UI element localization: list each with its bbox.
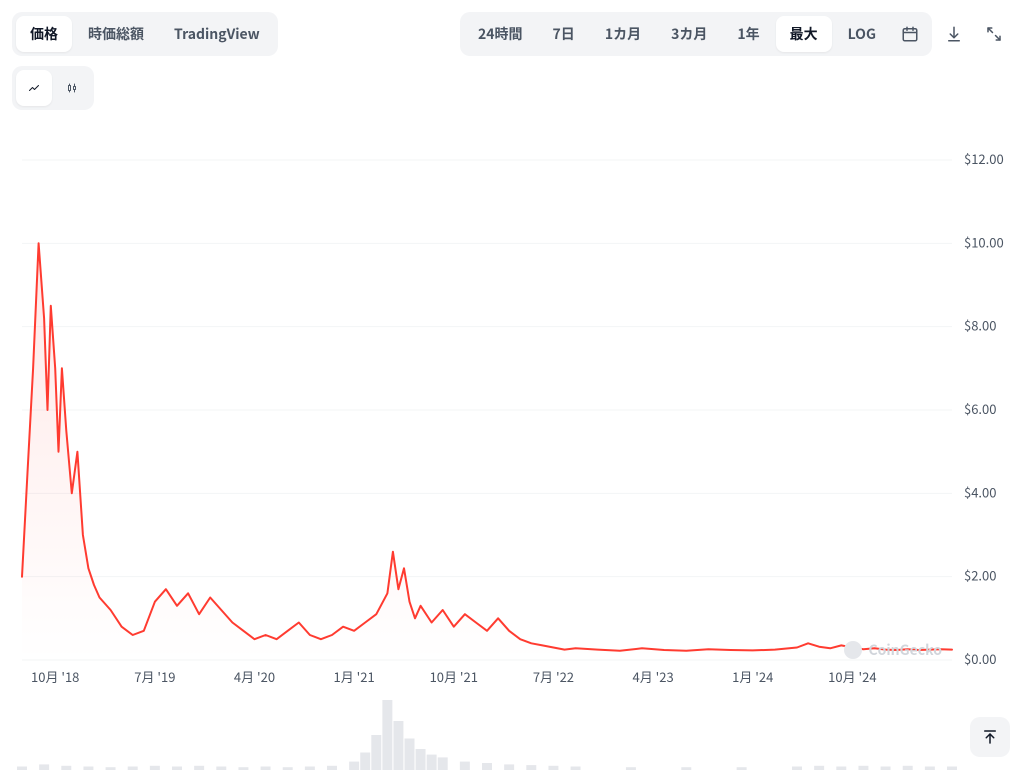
range-7d[interactable]: 7日 [539, 16, 589, 52]
view-tabs: 価格 時価総額 TradingView [12, 12, 278, 56]
scroll-to-top-button[interactable] [970, 717, 1010, 757]
chart-type-candlestick-icon[interactable] [54, 70, 90, 106]
svg-text:4月 '23: 4月 '23 [632, 667, 673, 686]
svg-text:10月 '18: 10月 '18 [31, 667, 79, 686]
range-24h[interactable]: 24時間 [464, 16, 537, 52]
svg-text:$6.00: $6.00 [964, 399, 996, 418]
expand-icon[interactable] [976, 16, 1012, 52]
chart-type-toolbar [12, 66, 1012, 110]
calendar-icon[interactable] [892, 16, 928, 52]
svg-text:7月 '22: 7月 '22 [533, 667, 574, 686]
price-chart-container: $0.00 $2.00 $4.00 $6.00 $8.00 $10.00 $12.00 10月… [12, 130, 1012, 770]
svg-text:1月 '21: 1月 '21 [334, 667, 375, 686]
svg-text:4月 '20: 4月 '20 [234, 667, 275, 686]
range-1y[interactable]: 1年 [723, 16, 773, 52]
arrow-up-bar-icon [981, 728, 999, 746]
svg-text:$12.00: $12.00 [964, 149, 1004, 168]
price-chart[interactable]: $0.00 $2.00 $4.00 $6.00 $8.00 $10.00 $12.00 10月… [12, 130, 1012, 770]
svg-text:10月 '24: 10月 '24 [828, 667, 876, 686]
range-max[interactable]: 最大 [776, 16, 832, 52]
svg-text:7月 '19: 7月 '19 [134, 667, 175, 686]
svg-text:$0.00: $0.00 [964, 649, 996, 668]
range-tabs: 24時間 7日 1カ月 3カ月 1年 最大 LOG [460, 12, 932, 56]
range-1m[interactable]: 1カ月 [591, 16, 655, 52]
svg-text:$8.00: $8.00 [964, 316, 996, 335]
svg-text:$2.00: $2.00 [964, 566, 996, 585]
tab-price[interactable]: 価格 [16, 16, 72, 52]
chart-type-tabs [12, 66, 94, 110]
svg-text:$10.00: $10.00 [964, 232, 1004, 251]
chart-type-line-icon[interactable] [16, 70, 52, 106]
download-icon[interactable] [936, 16, 972, 52]
svg-text:1月 '24: 1月 '24 [732, 667, 773, 686]
range-log[interactable]: LOG [834, 16, 890, 52]
chart-toolbar: 価格 時価総額 TradingView 24時間 7日 1カ月 3カ月 1年 最… [12, 12, 1012, 56]
svg-text:10月 '21: 10月 '21 [430, 667, 478, 686]
tab-tradingview[interactable]: TradingView [160, 16, 274, 52]
range-cluster: 24時間 7日 1カ月 3カ月 1年 最大 LOG [460, 12, 1012, 56]
tab-marketcap[interactable]: 時価総額 [74, 16, 158, 52]
range-3m[interactable]: 3カ月 [657, 16, 721, 52]
svg-text:$4.00: $4.00 [964, 482, 996, 501]
